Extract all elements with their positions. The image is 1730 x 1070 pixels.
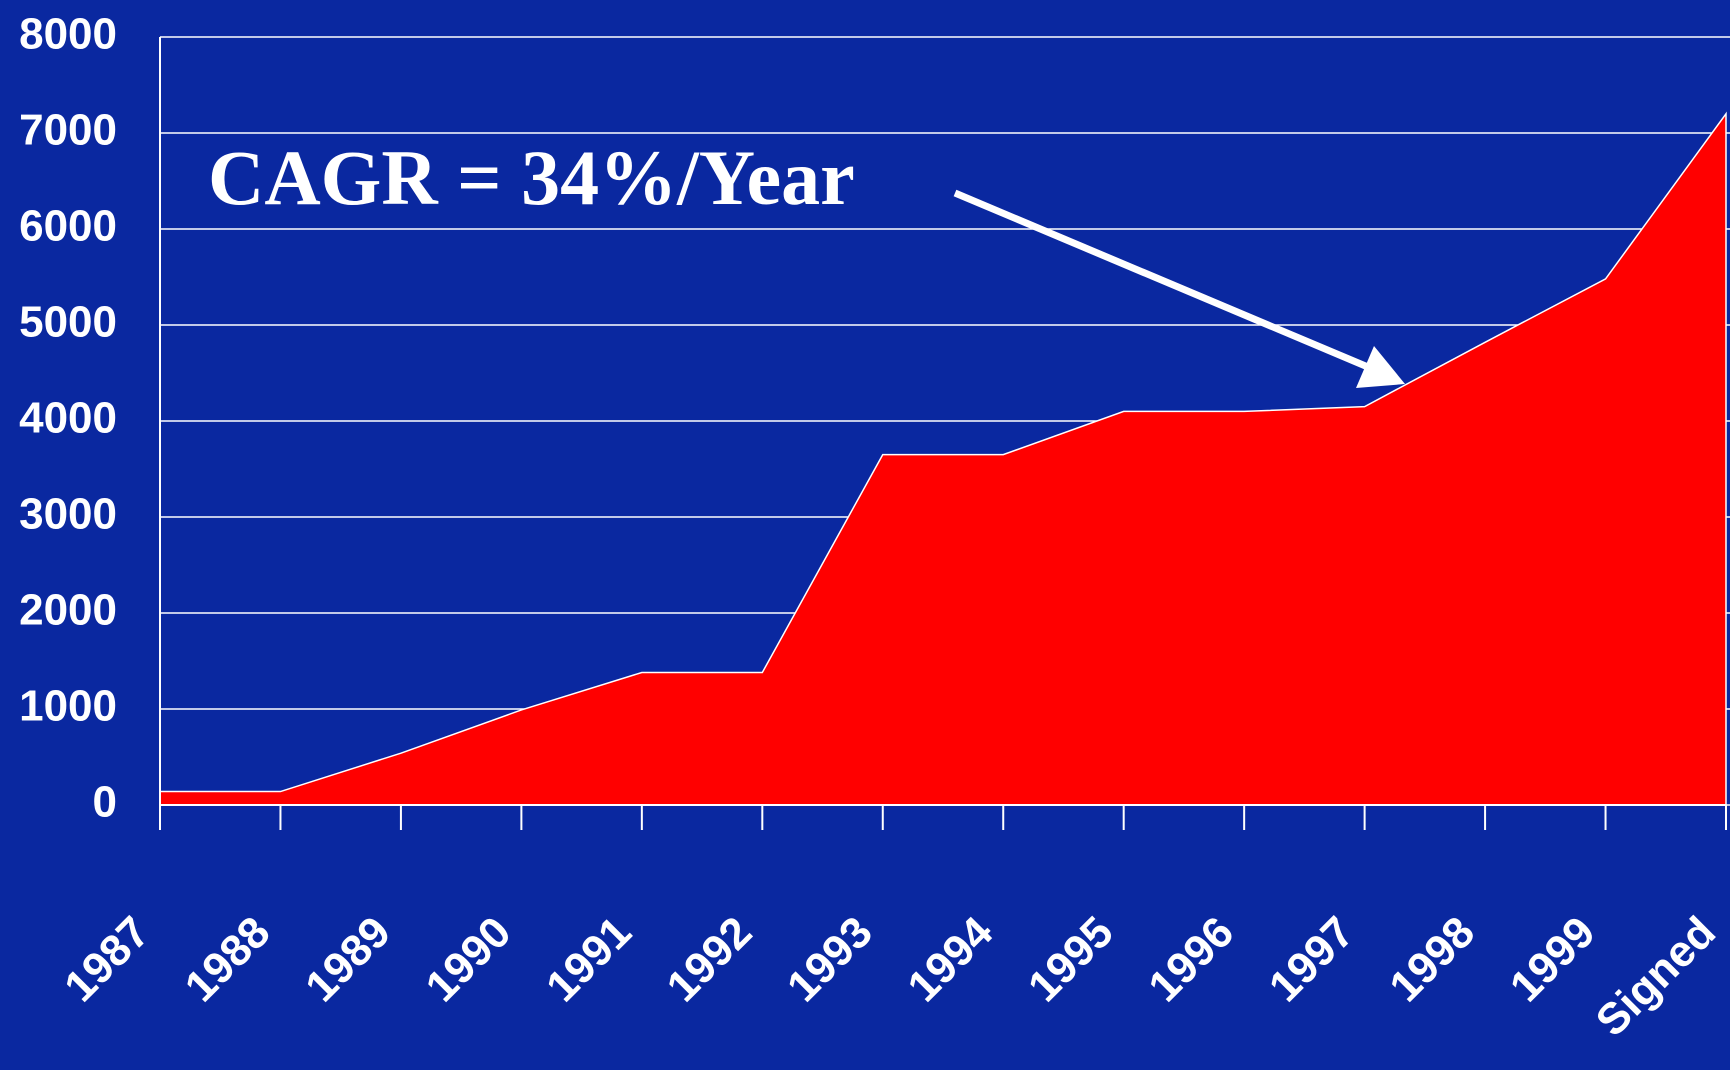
y-tick-label: 1000 <box>19 682 117 731</box>
y-tick-label: 7000 <box>19 106 117 155</box>
annotation-arrow <box>953 189 1377 374</box>
area <box>159 111 1727 806</box>
y-tick-label: 4000 <box>19 394 117 443</box>
y-tick-label: 0 <box>93 778 117 827</box>
y-tick-label: 8000 <box>19 10 117 59</box>
y-tick-label: 5000 <box>19 298 117 347</box>
y-tick-label: 3000 <box>19 490 117 539</box>
annotation: CAGR = 34%/Year <box>208 134 855 221</box>
plot-area <box>159 36 1730 830</box>
annotation-arrowhead <box>1356 346 1405 388</box>
y-tick-label: 6000 <box>19 202 117 251</box>
y-tick-label: 2000 <box>19 586 117 635</box>
